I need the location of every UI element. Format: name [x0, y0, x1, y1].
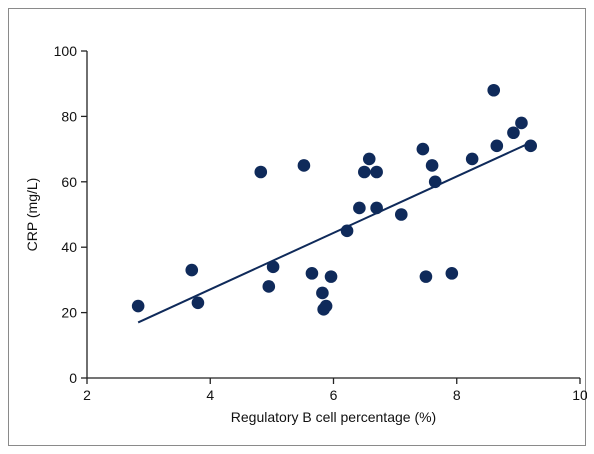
- data-point: [324, 270, 338, 283]
- data-point: [428, 175, 442, 189]
- data-point: [445, 267, 459, 280]
- data-point: [297, 159, 311, 172]
- data-point: [305, 267, 319, 280]
- data-point: [507, 126, 520, 140]
- y-tick-label: 20: [61, 305, 77, 321]
- data-point: [419, 270, 433, 283]
- data-point: [524, 139, 537, 153]
- data-point: [358, 165, 371, 179]
- data-point: [319, 299, 333, 313]
- data-point: [362, 152, 376, 166]
- data-point: [262, 280, 276, 293]
- data-point: [394, 208, 408, 221]
- x-tick-label: 6: [330, 387, 338, 403]
- data-point: [316, 286, 329, 300]
- data-point: [254, 165, 268, 179]
- data-point: [416, 142, 430, 156]
- data-point: [490, 139, 504, 153]
- chart-frame: 2 4 6 8 10 0 20 40 60 80 100 Regulatory B cell per…: [8, 8, 587, 446]
- y-axis-title: CRP (mg/L): [24, 178, 40, 252]
- trend-line: [137, 141, 532, 324]
- data-point: [340, 224, 354, 238]
- data-point: [465, 152, 479, 166]
- y-tick-label: 100: [54, 43, 78, 59]
- y-tick-label: 40: [61, 239, 77, 255]
- y-tick-label: 60: [61, 174, 77, 190]
- data-point: [266, 260, 280, 274]
- data-point: [515, 116, 528, 130]
- data-point: [370, 165, 383, 179]
- x-axis-title: Regulatory B cell percentage (%): [231, 409, 436, 425]
- data-point: [370, 201, 383, 215]
- x-tick-label: 10: [572, 387, 587, 403]
- y-tick-label: 80: [61, 108, 77, 124]
- data-point: [353, 201, 366, 215]
- data-point: [185, 263, 199, 277]
- data-points: [131, 83, 537, 316]
- y-tick-label: 0: [69, 370, 77, 386]
- x-tick-label: 2: [83, 387, 91, 403]
- data-point: [487, 83, 501, 97]
- x-tick-label: 8: [453, 387, 461, 403]
- x-tick-label: 4: [206, 387, 214, 403]
- data-point: [425, 159, 439, 172]
- data-point: [191, 296, 205, 310]
- data-point: [131, 299, 145, 313]
